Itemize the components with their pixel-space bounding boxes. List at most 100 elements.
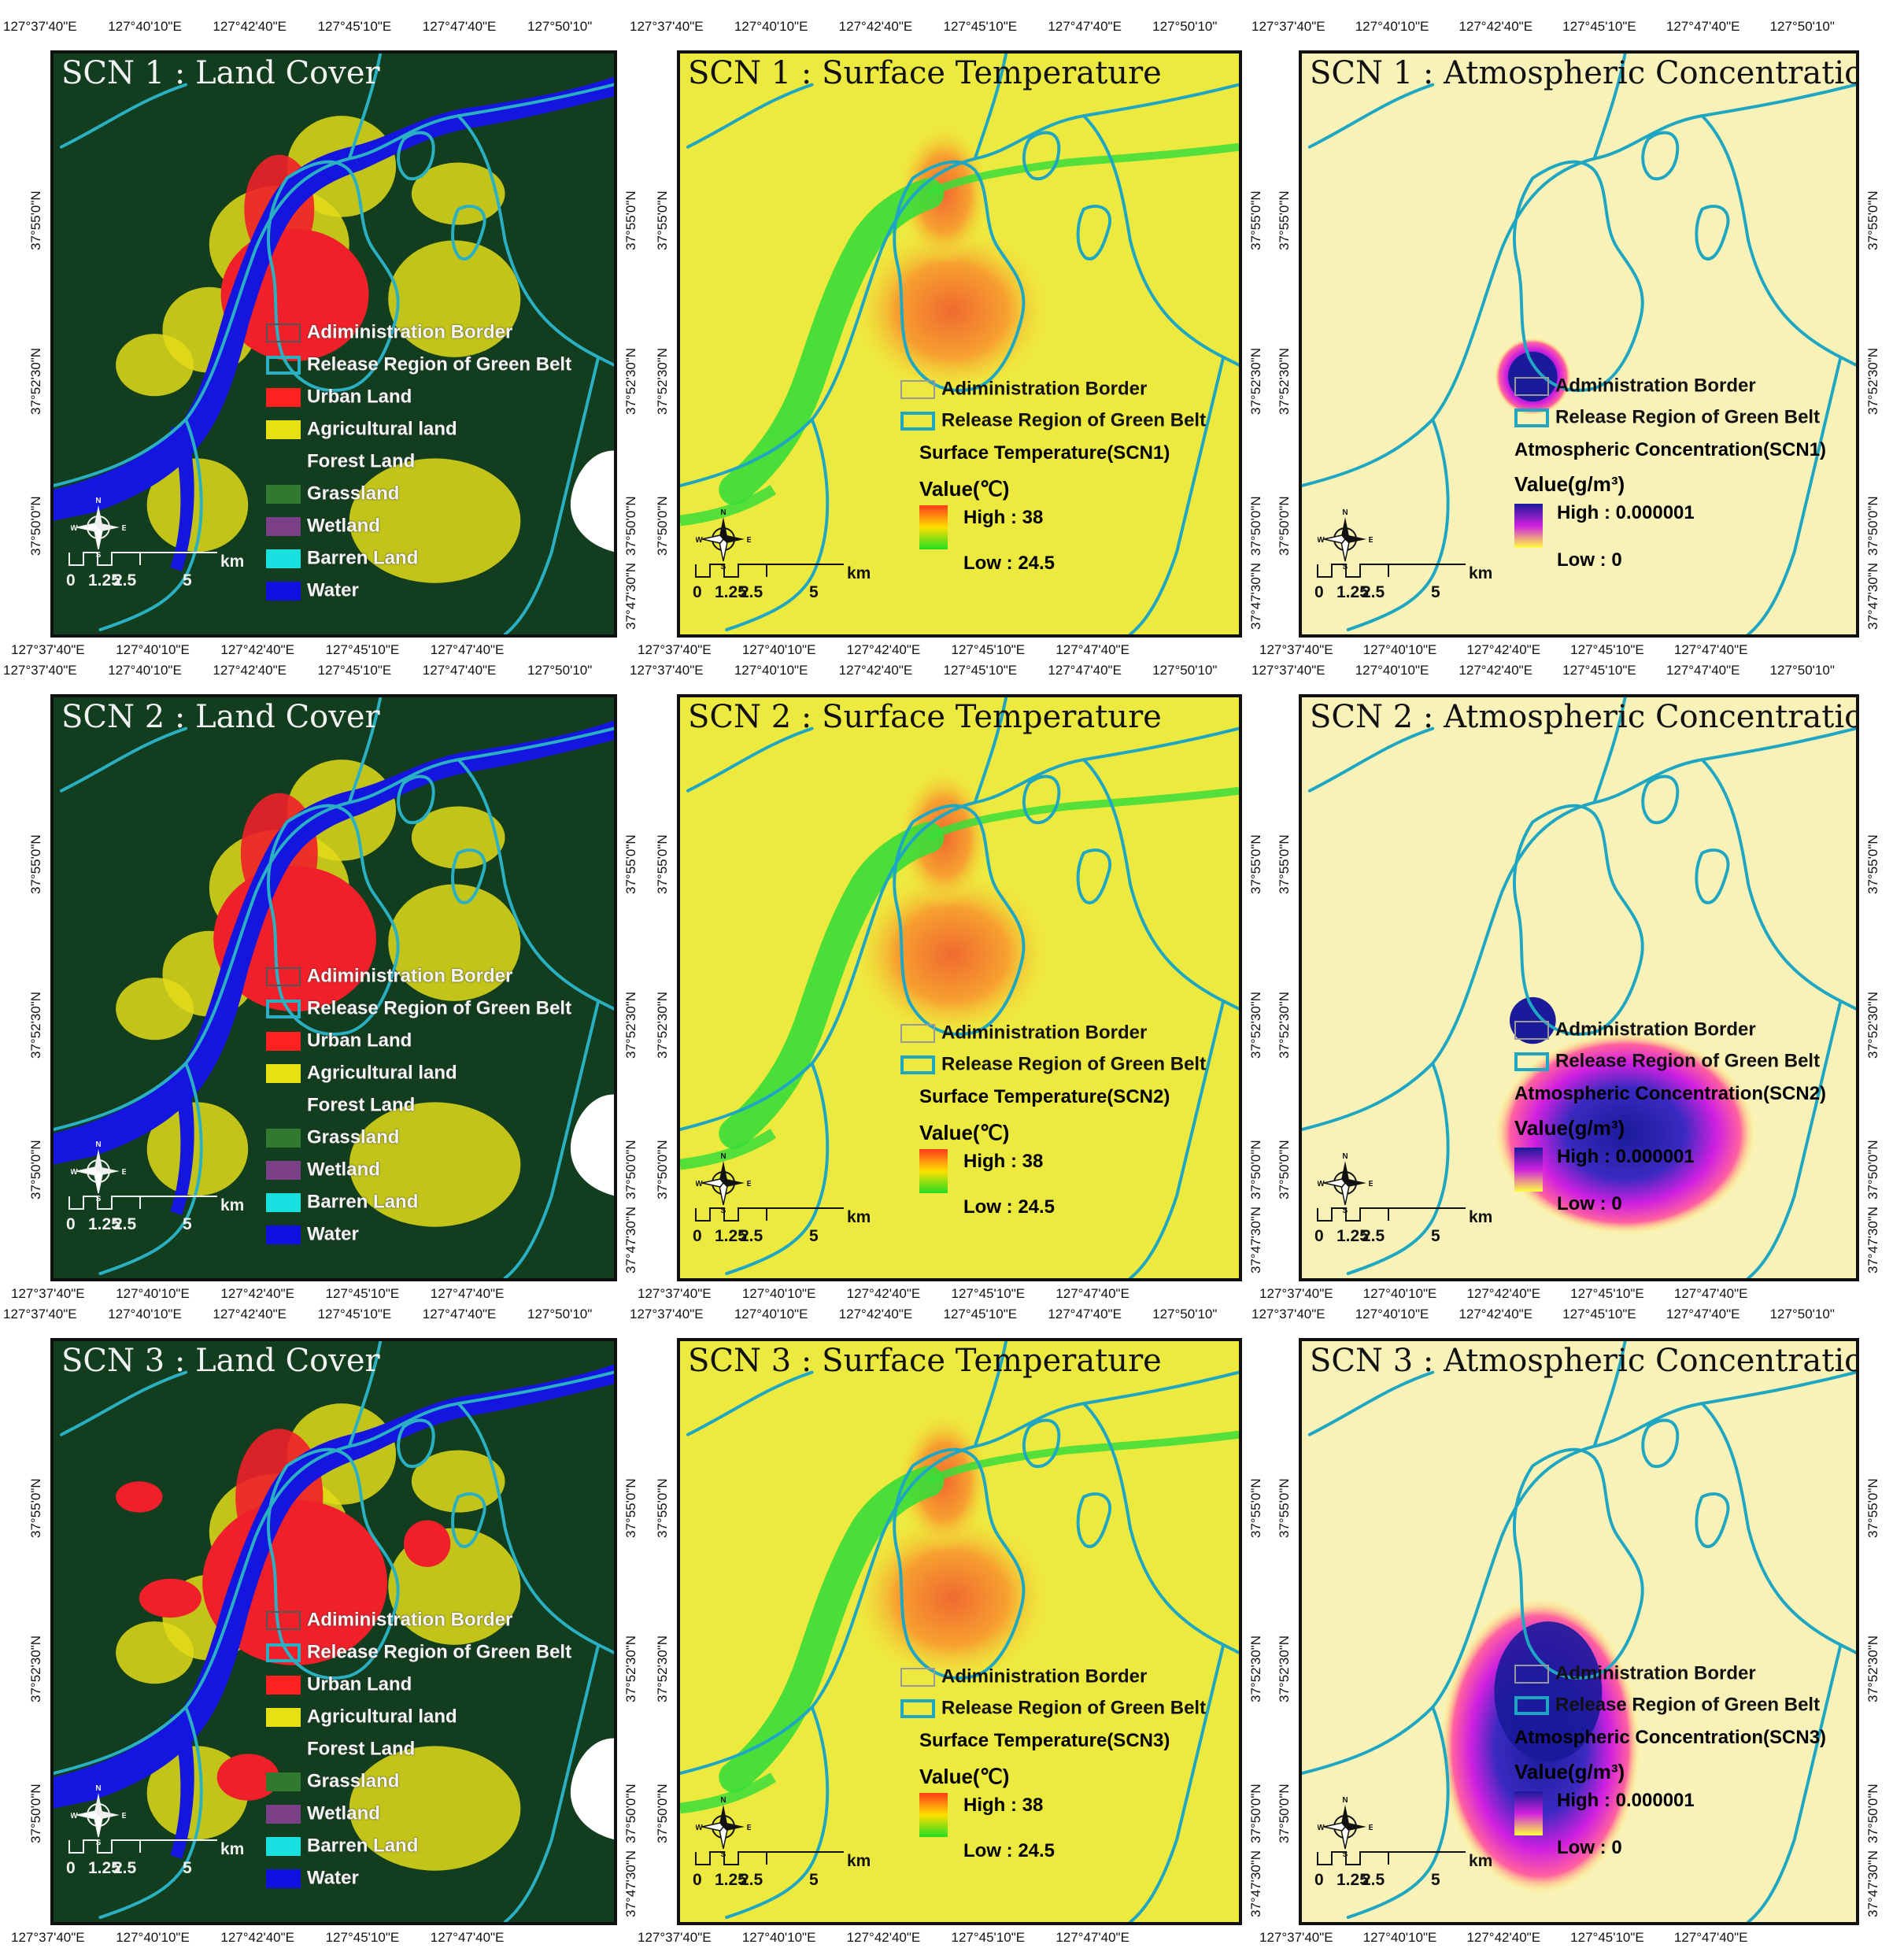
outline-path — [725, 1705, 830, 1920]
legend-label: Administration Border — [1555, 1018, 1756, 1041]
scale-tick-label: 0 — [66, 571, 76, 590]
scale-tick-label: 0 — [693, 1871, 702, 1889]
scale-tick-label: 5 — [1431, 583, 1440, 601]
outline-path — [1302, 83, 1856, 488]
legend-series-name: Atmospheric Concentration(SCN2) — [1514, 1083, 1827, 1104]
north-arrow-letter: W — [1318, 536, 1325, 545]
legend-label: Water — [307, 579, 359, 601]
longitude-label-top: 127°40'10"E — [734, 1307, 808, 1321]
legend-high-label: High : 0.000001 — [1557, 1146, 1695, 1167]
legend-item: Adiministration Border — [900, 1665, 1147, 1688]
legend-label: Adiministration Border — [307, 965, 513, 987]
outline-path — [1076, 1492, 1111, 1548]
longitude-label-top: 127°45'10"E — [1562, 19, 1636, 34]
longitude-label-bottom: 127°37'40"E — [638, 1286, 712, 1301]
north-arrow-letter: W — [696, 1824, 703, 1832]
scale-tick-label: 0 — [66, 1859, 76, 1877]
latitude-label-right: 37°55'0"N — [1865, 834, 1880, 894]
north-arrow-letter: E — [1369, 536, 1373, 545]
longitude-label-top: 127°45'10"E — [943, 663, 1018, 678]
legend-swatch — [1514, 1695, 1549, 1715]
outline-path — [54, 726, 614, 1132]
legend-item: Water — [266, 579, 359, 602]
longitude-label-bottom: 127°37'40"E — [1259, 642, 1333, 657]
north-arrow-letter: E — [747, 536, 751, 545]
map-canvas — [54, 54, 614, 634]
map-frame: SCN 2 : Surface Temperature Adiministrati… — [677, 694, 1242, 1281]
outline-path — [973, 54, 1008, 161]
latitude-label-left: 37°50'0"N — [1277, 1783, 1292, 1843]
scale-unit-label: km — [847, 1852, 871, 1870]
legend-swatch — [266, 452, 301, 471]
north-arrow-letter: N — [1342, 1152, 1348, 1161]
longitude-label-top: 127°45'10"E — [317, 19, 392, 34]
outline-path — [1307, 726, 1856, 1278]
north-arrow-letter: N — [95, 1784, 101, 1793]
panel-title: SCN 1 : Atmospheric Concentration — [1310, 55, 1859, 91]
legend-item: Release Region of Green Belt — [266, 1641, 571, 1664]
legend-swatch — [266, 581, 301, 601]
panel-title: SCN 2 : Surface Temperature — [688, 699, 1162, 735]
latitude-label-corner: 37°47'30"N — [1865, 1850, 1880, 1917]
legend-label: Release Region of Green Belt — [307, 997, 572, 1019]
longitude-label-bottom: 127°42'40"E — [846, 1930, 921, 1945]
north-arrow-letter: S — [96, 1195, 102, 1201]
longitude-label-bottom: 127°47'40"E — [1673, 1930, 1748, 1945]
outline-path — [1302, 726, 1856, 1132]
legend-swatch — [266, 1192, 301, 1212]
outline-path — [59, 726, 614, 1278]
legend-series-name: Atmospheric Concentration(SCN1) — [1514, 439, 1827, 460]
longitude-label-top: 127°50'10" — [1152, 19, 1218, 34]
outline-path — [54, 1370, 614, 1776]
color-ramp-swatch — [919, 1793, 948, 1837]
longitude-label-top: 127°42'40"E — [1459, 1307, 1533, 1321]
north-arrow-letter: E — [747, 1824, 751, 1832]
longitude-label-top: 127°47'40"E — [1048, 1307, 1122, 1321]
north-arrow-letter: E — [122, 524, 126, 533]
outline-path — [397, 1418, 435, 1469]
outline-path — [1346, 1061, 1450, 1276]
legend-label: Grassland — [307, 1770, 400, 1792]
legend-label: Grassland — [307, 482, 400, 505]
longitude-label-top: 127°45'10"E — [317, 663, 392, 678]
longitude-label-bottom: 127°45'10"E — [1570, 1930, 1644, 1945]
legend-label: Barren Land — [307, 1835, 419, 1857]
scale-tick-label: 0 — [66, 1215, 76, 1233]
legend-swatch — [266, 484, 301, 504]
map-panel-st-scn3: 127°37'40"E 127°40'10"E 127°42'40"E 127°45'… — [0, 1288, 1904, 1945]
scale-tick-label: 2.5 — [113, 1859, 137, 1877]
legend-label: Release Region of Green Belt — [1555, 1050, 1821, 1072]
latitude-label-left: 37°55'0"N — [1277, 1477, 1292, 1538]
scale-tick-label: 5 — [183, 571, 192, 590]
map-frame: SCN 3 : Surface Temperature Adiministrati… — [677, 1338, 1242, 1925]
legend-item: Urban Land — [266, 1673, 412, 1696]
legend-item: Adiministration Border — [266, 965, 512, 988]
map-legend: Adiministration Border Release Region of … — [54, 697, 614, 1278]
longitude-label-top: 127°45'10"E — [1562, 1307, 1636, 1321]
outline-path — [267, 1447, 400, 1680]
scale-tick-label: 5 — [183, 1859, 192, 1877]
scale-bar: 0 1.25 2.5 5 km — [1314, 561, 1492, 608]
latitude-label-corner: 37°47'30"N — [1865, 562, 1880, 630]
longitude-label-top: 127°47'40"E — [422, 663, 497, 678]
legend-swatch — [1514, 1020, 1549, 1040]
legend-item: Wetland — [266, 515, 380, 538]
north-arrow-letter: W — [1318, 1824, 1325, 1832]
legend-swatch — [266, 1128, 301, 1148]
outline-path — [1512, 804, 1644, 1036]
scale-bar: 0 1.25 2.5 5 km — [66, 549, 244, 597]
map-legend: Administration Border Release Region of G… — [1302, 54, 1856, 634]
scale-tick-label: 5 — [1431, 1227, 1440, 1245]
longitude-label-bottom: 127°42'40"E — [846, 642, 921, 657]
outline-path — [1307, 83, 1856, 634]
legend-low-label: Low : 24.5 — [963, 1840, 1056, 1861]
legend-high-label: High : 38 — [963, 507, 1044, 528]
longitude-label-top: 127°40'10"E — [108, 663, 182, 678]
legend-label: Wetland — [307, 1802, 380, 1824]
longitude-label-top: 127°37'40"E — [3, 19, 77, 34]
legend-label: Water — [307, 1867, 359, 1889]
outline-path — [1076, 205, 1111, 261]
latitude-label-right: 37°52'30"N — [1865, 991, 1880, 1059]
outline-path — [267, 160, 400, 392]
longitude-label-bottom: 127°37'40"E — [1259, 1286, 1333, 1301]
